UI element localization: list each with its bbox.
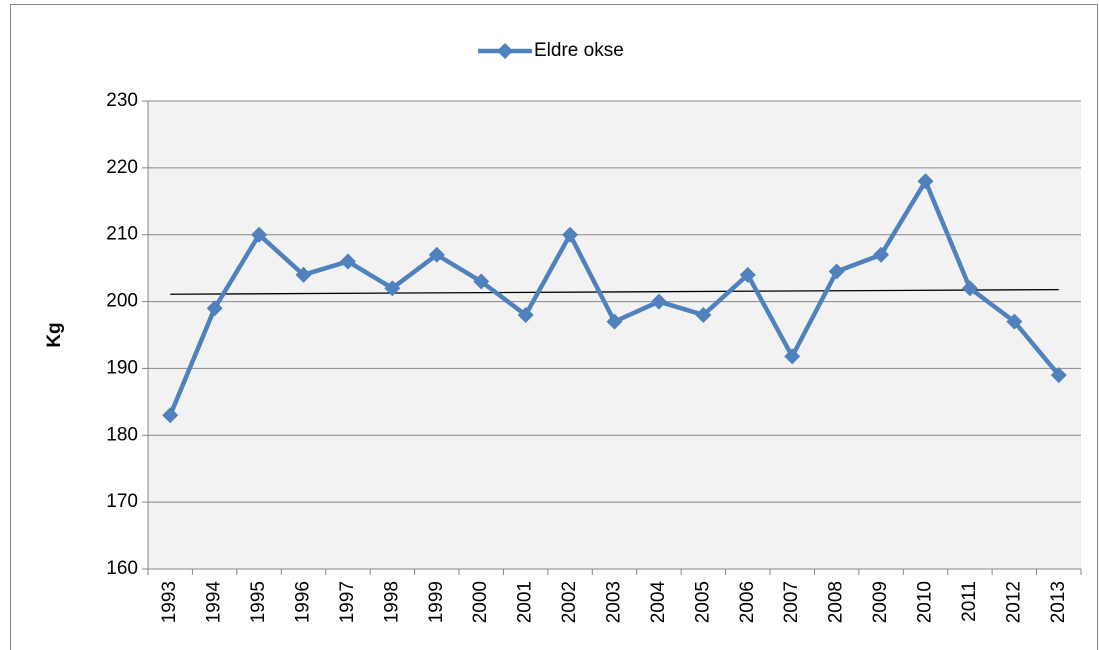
x-tick-label: 2004 bbox=[648, 581, 669, 624]
x-tick-label: 1999 bbox=[426, 581, 447, 623]
data-point bbox=[251, 226, 268, 243]
data-point bbox=[784, 348, 801, 365]
x-tick-label: 2008 bbox=[826, 581, 847, 623]
data-point bbox=[517, 306, 534, 323]
data-point bbox=[828, 263, 845, 280]
y-axis-label: Kg bbox=[44, 322, 65, 347]
data-point bbox=[1006, 313, 1023, 330]
data-point bbox=[162, 407, 179, 424]
y-tick-label: 160 bbox=[106, 558, 138, 579]
data-point bbox=[739, 266, 756, 283]
x-tick-label: 2009 bbox=[870, 581, 891, 623]
x-tick-label: 2000 bbox=[470, 581, 491, 623]
y-tick-label: 220 bbox=[106, 157, 138, 178]
y-tick-label: 230 bbox=[106, 90, 138, 111]
x-tick-label: 2005 bbox=[692, 581, 713, 623]
y-tick-label: 210 bbox=[106, 224, 138, 245]
x-tick-label: 1997 bbox=[337, 581, 358, 623]
trendline bbox=[170, 288, 1059, 295]
legend-label: Eldre okse bbox=[534, 40, 624, 61]
y-tick-label: 170 bbox=[106, 491, 138, 512]
data-point bbox=[473, 273, 490, 290]
data-point bbox=[206, 300, 223, 317]
data-point bbox=[295, 266, 312, 283]
y-tick-label: 200 bbox=[106, 291, 138, 312]
x-tick-label: 2001 bbox=[515, 581, 536, 623]
data-point bbox=[606, 313, 623, 330]
legend-marker bbox=[497, 43, 513, 59]
x-tick-label: 2011 bbox=[959, 581, 980, 622]
x-tick-label: 2007 bbox=[781, 581, 802, 623]
x-tick-label: 2002 bbox=[559, 581, 580, 623]
data-point bbox=[695, 306, 712, 323]
data-point bbox=[917, 173, 934, 190]
data-point bbox=[562, 226, 579, 243]
data-point bbox=[339, 253, 356, 270]
data-point bbox=[428, 246, 445, 263]
data-point bbox=[873, 246, 890, 263]
data-point bbox=[961, 280, 978, 297]
x-tick-label: 2013 bbox=[1048, 581, 1069, 623]
data-point bbox=[1050, 367, 1067, 384]
x-tick-label: 2006 bbox=[737, 581, 758, 623]
x-tick-label: 1994 bbox=[204, 581, 225, 624]
x-tick-label: 1995 bbox=[248, 581, 269, 623]
plot-area bbox=[148, 101, 1081, 569]
y-tick-label: 180 bbox=[106, 424, 138, 445]
x-tick-label: 1993 bbox=[159, 581, 180, 623]
y-tick-label: 190 bbox=[106, 357, 138, 378]
x-tick-label: 2012 bbox=[1003, 581, 1024, 623]
x-tick-label: 1998 bbox=[381, 581, 402, 623]
data-point bbox=[384, 280, 401, 297]
x-tick-label: 2010 bbox=[915, 581, 936, 623]
x-tick-label: 1996 bbox=[293, 581, 314, 623]
x-tick-label: 2003 bbox=[604, 581, 625, 623]
data-point bbox=[650, 293, 667, 310]
